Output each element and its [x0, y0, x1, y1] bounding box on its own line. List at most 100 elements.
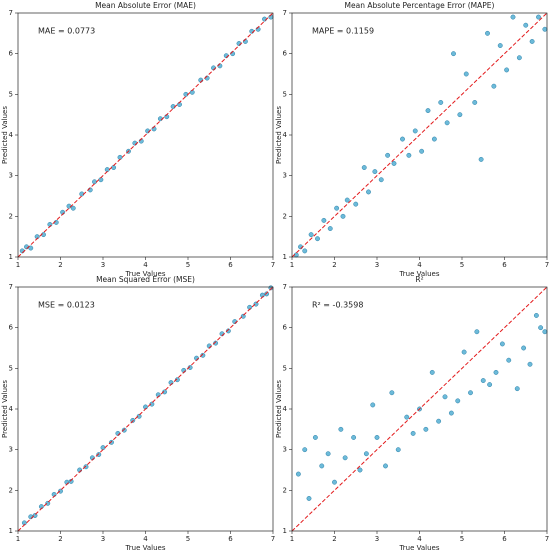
- point: [225, 328, 231, 334]
- point: [312, 435, 318, 440]
- point: [493, 369, 499, 375]
- x-tick-label: 1: [16, 535, 20, 543]
- x-tick-label: 5: [186, 535, 190, 543]
- point: [361, 165, 367, 170]
- y-tick-label: 5: [9, 364, 13, 372]
- y-tick-label: 7: [283, 283, 287, 291]
- point: [510, 14, 516, 20]
- y-tick-label: 5: [283, 90, 287, 98]
- axes-frame: [17, 286, 274, 532]
- point: [96, 452, 102, 457]
- point: [308, 232, 314, 238]
- x-tick-label: 7: [271, 535, 275, 543]
- point: [410, 430, 416, 436]
- point: [521, 345, 527, 351]
- point: [200, 352, 206, 358]
- point: [506, 357, 512, 363]
- point: [444, 120, 450, 126]
- point: [423, 426, 429, 432]
- point: [340, 213, 346, 219]
- point: [334, 205, 340, 211]
- annotation: R² = -0.3598: [312, 301, 363, 310]
- point: [83, 464, 89, 470]
- y-tick-label: 4: [283, 131, 288, 139]
- x-tick-label: 4: [143, 261, 148, 269]
- x-tick-label: 7: [271, 261, 275, 269]
- point: [412, 128, 418, 134]
- annotation: MSE = 0.0123: [38, 301, 95, 310]
- point: [58, 488, 63, 494]
- point: [109, 439, 114, 445]
- point: [485, 30, 490, 36]
- point: [187, 365, 193, 370]
- point: [389, 390, 395, 396]
- point: [436, 418, 442, 424]
- point: [253, 301, 259, 307]
- point: [404, 414, 410, 420]
- point: [28, 245, 34, 251]
- point: [406, 152, 412, 158]
- y-tick-label: 2: [283, 486, 287, 494]
- x-axis-label: True Values: [399, 270, 440, 278]
- point: [429, 369, 435, 375]
- point: [455, 398, 461, 404]
- point: [448, 410, 454, 416]
- y-tick-label: 6: [9, 324, 14, 332]
- point: [130, 417, 136, 423]
- panel: R² 1 2 3 4 5 6 7 1 2 3 4 5 6 7 True Values Predicted Val…: [275, 275, 549, 550]
- y-tick-label: 3: [283, 446, 287, 454]
- point: [395, 447, 401, 453]
- y-tick-label: 1: [9, 527, 13, 535]
- point: [306, 496, 312, 501]
- x-axis-label: True Values: [399, 544, 440, 550]
- x-tick-label: 2: [58, 535, 62, 543]
- x-tick-label: 3: [101, 535, 105, 543]
- y-axis-label: Predicted Values: [1, 106, 9, 164]
- point: [338, 426, 344, 432]
- point: [315, 236, 320, 242]
- x-tick-label: 2: [58, 261, 62, 269]
- point: [527, 361, 533, 367]
- panel: Mean Absolute Percentage Error (MAPE) 1 2 3…: [275, 1, 549, 278]
- point: [149, 401, 155, 407]
- point: [533, 313, 539, 318]
- x-tick-label: 5: [186, 261, 190, 269]
- x-tick-label: 1: [290, 535, 294, 543]
- point: [514, 386, 520, 392]
- point: [374, 435, 380, 440]
- point: [174, 377, 180, 383]
- point: [295, 471, 301, 477]
- point: [68, 478, 74, 484]
- y-axis-label: Predicted Values: [275, 106, 283, 164]
- x-tick-label: 3: [375, 261, 379, 269]
- point: [319, 463, 325, 469]
- point: [425, 108, 431, 114]
- y-tick-label: 7: [9, 9, 13, 17]
- annotation: MAE = 0.0773: [38, 27, 95, 36]
- y-tick-label: 4: [9, 131, 14, 139]
- panel: Mean Squared Error (MSE) 1 2 3 4 5 6 7 1 2 3 4 5 6 7 Tr…: [1, 275, 275, 550]
- annotation: MAPE = 0.1159: [312, 27, 374, 36]
- reference-line: [291, 12, 548, 258]
- point: [472, 100, 478, 105]
- x-tick-label: 4: [143, 535, 148, 543]
- point: [327, 226, 333, 231]
- panel-title: Mean Squared Error (MSE): [96, 275, 195, 284]
- point: [497, 43, 503, 48]
- point: [461, 349, 467, 355]
- point: [542, 26, 548, 32]
- point: [419, 148, 425, 154]
- y-tick-label: 4: [9, 405, 14, 413]
- point: [302, 447, 308, 453]
- point: [342, 455, 348, 461]
- point: [438, 100, 444, 105]
- point: [240, 313, 246, 319]
- x-tick-label: 1: [16, 261, 20, 269]
- point: [321, 217, 327, 223]
- axes-frame: [291, 12, 548, 258]
- y-tick-label: 3: [9, 172, 13, 180]
- point: [504, 67, 510, 73]
- axes-frame: [291, 286, 548, 532]
- point: [264, 291, 270, 297]
- x-tick-label: 3: [101, 261, 105, 269]
